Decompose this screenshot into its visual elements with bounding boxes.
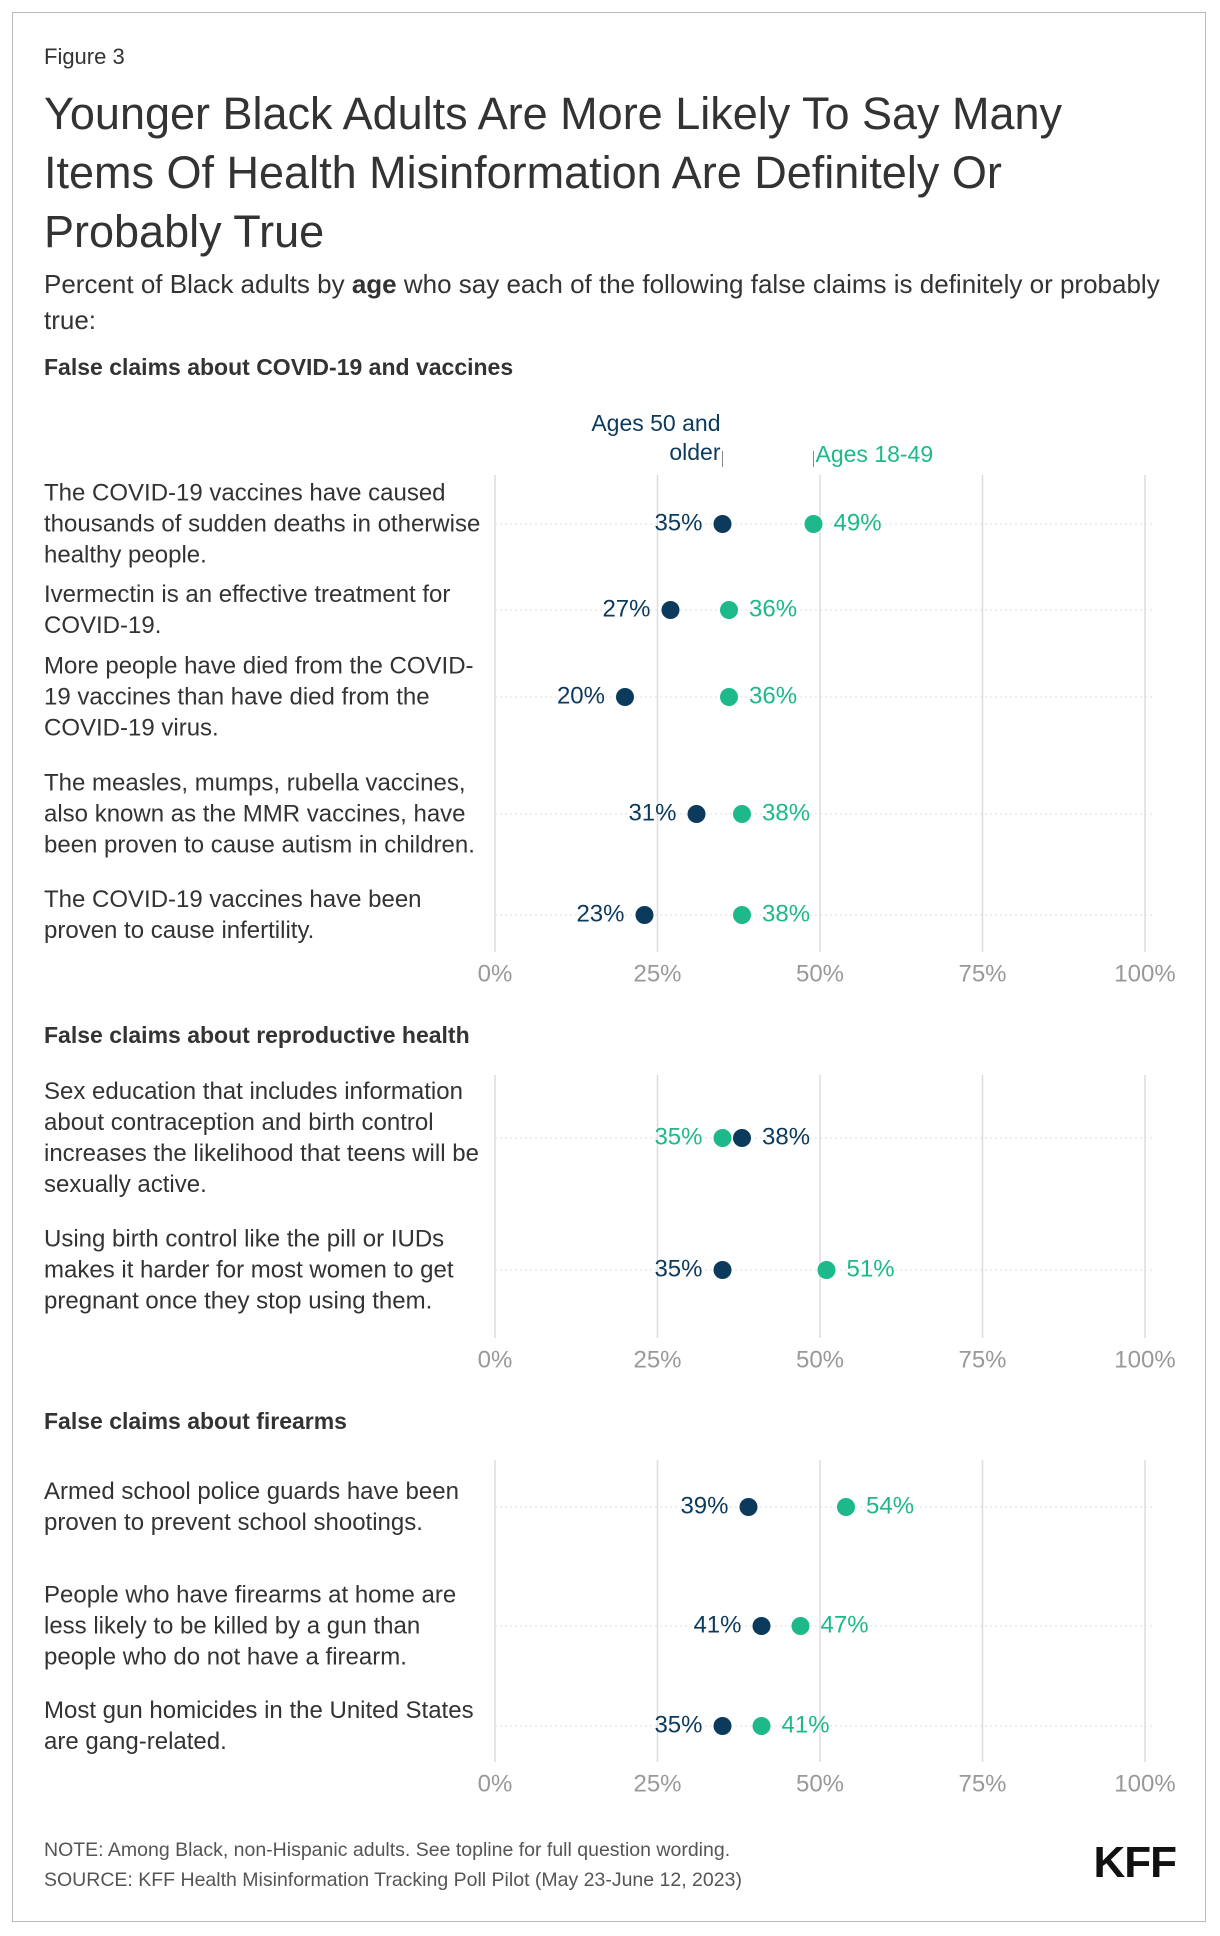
legend-label: Ages 50 and older — [591, 410, 721, 465]
data-label: 39% — [680, 1492, 728, 1519]
data-label: 31% — [628, 799, 676, 826]
category-label: Using birth control like the pill or IUD… — [44, 1225, 454, 1315]
dot — [837, 1498, 855, 1516]
data-label: 47% — [821, 1611, 869, 1638]
note: NOTE: Among Black, non-Hispanic adults. … — [44, 1839, 731, 1861]
dot — [713, 1261, 732, 1279]
dot — [713, 1129, 732, 1147]
dot — [817, 1261, 836, 1279]
dot — [687, 805, 706, 823]
dot — [739, 1498, 758, 1516]
data-label: 23% — [576, 900, 624, 927]
x-tick-label: 25% — [633, 1346, 681, 1373]
data-label: 38% — [762, 799, 810, 826]
data-label: 36% — [749, 682, 797, 709]
category-label: Most gun homicides in the United States … — [44, 1697, 474, 1755]
data-label: 35% — [654, 509, 702, 536]
x-tick-label: 0% — [478, 1346, 513, 1373]
x-tick-label: 100% — [1114, 960, 1175, 987]
data-label: 20% — [557, 682, 605, 709]
dot — [752, 1717, 771, 1735]
dot — [733, 805, 751, 823]
category-label: People who have firearms at home are les… — [44, 1581, 457, 1671]
x-tick-label: 25% — [633, 960, 681, 987]
subtitle-text: who say each of the following false clai… — [44, 269, 1160, 335]
x-tick-label: 100% — [1114, 1346, 1175, 1373]
legend-label: Ages 18-49 — [815, 441, 934, 467]
frame — [12, 12, 1206, 1922]
section-title: False claims about COVID-19 and vaccines — [44, 354, 514, 380]
data-label: 27% — [602, 595, 650, 622]
category-label: The COVID-19 vaccines have caused thousa… — [44, 479, 481, 569]
x-tick-label: 0% — [478, 960, 513, 987]
dot — [720, 688, 738, 706]
x-tick-label: 75% — [958, 1346, 1006, 1373]
logo: KFF — [1093, 1838, 1177, 1887]
x-tick-label: 50% — [796, 1346, 844, 1373]
data-label: 38% — [762, 1123, 810, 1150]
subtitle-text: Percent of Black adults by — [44, 269, 352, 299]
category-label: More people have died from the COVID-19 … — [44, 652, 474, 742]
dot — [791, 1617, 810, 1635]
footer: NOTE: Among Black, non-Hispanic adults. … — [44, 1835, 742, 1895]
dot — [713, 515, 732, 533]
data-label: 38% — [762, 900, 810, 927]
data-label: 41% — [693, 1611, 741, 1638]
dot — [661, 601, 680, 619]
data-label: 54% — [866, 1492, 914, 1519]
category-label: Armed school police guards have been pro… — [44, 1478, 459, 1536]
section-title: False claims about firearms — [44, 1408, 347, 1434]
data-label: 35% — [654, 1255, 702, 1282]
category-label: The COVID-19 vaccines have been proven t… — [44, 886, 422, 944]
figure-label: Figure 3 — [44, 44, 125, 69]
dot — [733, 906, 751, 924]
data-label: 35% — [654, 1123, 702, 1150]
data-label: 41% — [782, 1711, 830, 1738]
source: SOURCE: KFF Health Misinformation Tracki… — [44, 1869, 742, 1891]
section-title: False claims about reproductive health — [44, 1022, 470, 1048]
x-tick-label: 75% — [958, 960, 1006, 987]
data-label: 35% — [654, 1711, 702, 1738]
data-label: 36% — [749, 595, 797, 622]
data-label: 49% — [834, 509, 882, 536]
data-label: 51% — [847, 1255, 895, 1282]
x-tick-label: 0% — [478, 1770, 513, 1797]
x-tick-label: 25% — [633, 1770, 681, 1797]
dot — [713, 1717, 732, 1735]
dot — [616, 688, 634, 706]
title: Younger Black Adults Are More Likely To … — [44, 88, 1063, 257]
category-label: Sex education that includes information … — [44, 1078, 479, 1198]
dot — [804, 515, 823, 533]
dot — [733, 1129, 751, 1147]
x-tick-label: 50% — [796, 1770, 844, 1797]
x-tick-label: 50% — [796, 960, 844, 987]
subtitle: Percent of Black adults by age who say e… — [44, 266, 1164, 338]
dot — [720, 601, 738, 619]
category-label: The measles, mumps, rubella vaccines, al… — [44, 769, 475, 859]
x-tick-label: 100% — [1114, 1770, 1175, 1797]
category-label: Ivermectin is an effective treatment for… — [44, 581, 451, 639]
subtitle-bold: age — [351, 269, 397, 299]
dot — [635, 906, 654, 924]
dot — [752, 1617, 771, 1635]
x-tick-label: 75% — [958, 1770, 1006, 1797]
